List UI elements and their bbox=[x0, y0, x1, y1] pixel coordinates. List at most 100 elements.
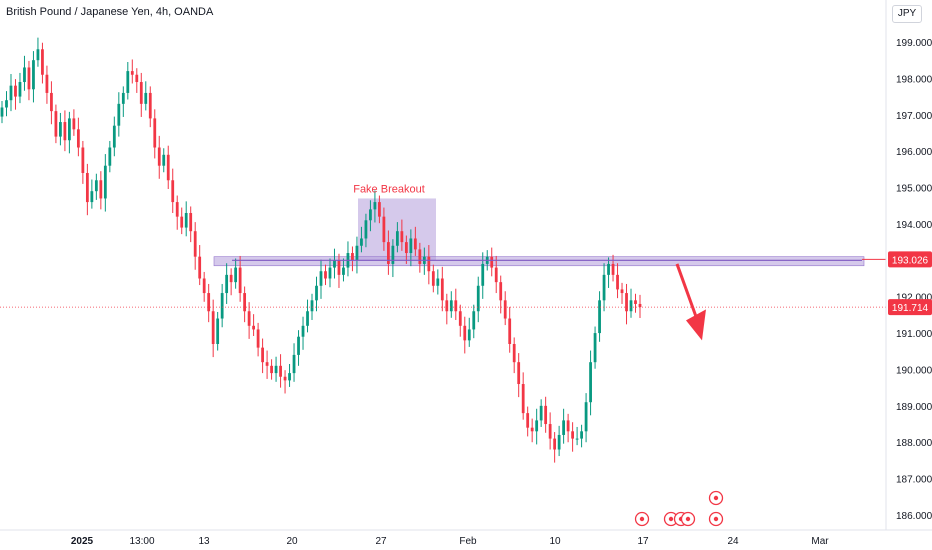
candle-body bbox=[611, 263, 615, 275]
candle-body bbox=[225, 274, 229, 294]
candle-body bbox=[472, 311, 476, 330]
y-tick-label: 190.000 bbox=[896, 365, 932, 376]
candle-body bbox=[589, 362, 592, 403]
candle-body bbox=[265, 362, 269, 366]
candle-body bbox=[198, 256, 202, 279]
candle-body bbox=[162, 154, 166, 166]
candle-body bbox=[526, 413, 530, 428]
candle-body bbox=[41, 49, 44, 75]
candle-body bbox=[59, 122, 62, 137]
candle-body bbox=[292, 354, 296, 374]
candle-body bbox=[63, 122, 67, 141]
candle-body bbox=[557, 434, 561, 450]
candle-body bbox=[571, 431, 574, 439]
candle-body bbox=[427, 256, 431, 272]
candle-body bbox=[279, 365, 282, 377]
candle-body bbox=[548, 424, 552, 439]
candle-body bbox=[117, 103, 121, 126]
candle-body bbox=[301, 325, 305, 337]
y-tick-label: 194.000 bbox=[896, 220, 932, 231]
candle-body bbox=[593, 333, 597, 363]
y-tick-label: 188.000 bbox=[896, 438, 932, 449]
candle-body bbox=[625, 293, 628, 312]
candle-body bbox=[297, 336, 300, 355]
candle-body bbox=[499, 282, 503, 301]
candle-body bbox=[85, 172, 89, 203]
candle-body bbox=[202, 278, 206, 294]
candle-body bbox=[207, 293, 211, 312]
candle-body bbox=[45, 74, 49, 93]
y-tick-label: 186.000 bbox=[896, 511, 932, 522]
x-tick-label: Mar bbox=[811, 536, 829, 547]
candle-body bbox=[274, 365, 278, 374]
candle-body bbox=[503, 300, 507, 319]
candle-body bbox=[476, 285, 480, 312]
candle-body bbox=[395, 231, 399, 246]
candle-body bbox=[629, 300, 633, 312]
candle-body bbox=[72, 118, 76, 130]
y-tick-label: 195.000 bbox=[896, 184, 932, 195]
y-tick-label: 192.000 bbox=[896, 293, 932, 304]
candle-body bbox=[130, 71, 134, 75]
fake-breakout-label: Fake Breakout bbox=[353, 183, 425, 195]
candle-body bbox=[517, 362, 521, 385]
candle-body bbox=[378, 202, 381, 217]
candle-body bbox=[575, 438, 579, 440]
candle-body bbox=[252, 325, 255, 330]
candle-body bbox=[283, 376, 287, 381]
resistance-price-label-bg bbox=[888, 251, 932, 268]
candle-body bbox=[494, 267, 498, 283]
y-tick-label: 196.000 bbox=[896, 147, 932, 158]
candle-body bbox=[171, 180, 175, 203]
event-marker-dot bbox=[713, 495, 719, 501]
candle-body bbox=[180, 216, 184, 228]
candle-body bbox=[373, 202, 377, 210]
y-axis: 199.000 198.000 197.000 196.000 195.000 194.0… bbox=[885, 0, 932, 530]
candle-body bbox=[310, 300, 314, 312]
candle-body bbox=[32, 60, 35, 90]
zones bbox=[213, 198, 865, 267]
candle-body bbox=[481, 263, 485, 286]
candle-body bbox=[337, 260, 341, 275]
candle-body bbox=[521, 384, 525, 414]
candle-body bbox=[18, 82, 22, 97]
down-arrow-head bbox=[686, 309, 706, 341]
y-tick-label: 197.000 bbox=[896, 111, 932, 122]
x-tick-label: 17 bbox=[637, 536, 649, 547]
candle-body bbox=[620, 289, 624, 294]
candle-body bbox=[112, 125, 116, 148]
event-marker-dot bbox=[668, 516, 674, 522]
candle-body bbox=[328, 267, 332, 279]
candle-body bbox=[126, 71, 130, 93]
candle-body bbox=[449, 300, 453, 312]
candle-body bbox=[139, 82, 143, 104]
candle-body bbox=[445, 300, 449, 312]
candle-body bbox=[508, 318, 512, 344]
candle-body bbox=[598, 300, 601, 334]
candle-body bbox=[157, 147, 161, 166]
candle-body bbox=[418, 249, 422, 264]
candle-body bbox=[68, 118, 71, 141]
candle-body bbox=[108, 147, 112, 166]
candle-body bbox=[413, 238, 417, 250]
overlays: Fake Breakout bbox=[0, 183, 886, 341]
currency-button[interactable]: JPY bbox=[892, 5, 922, 23]
candle-body bbox=[121, 92, 125, 104]
event-markers bbox=[634, 490, 724, 527]
candle-body bbox=[166, 154, 170, 181]
candle-body bbox=[539, 405, 543, 421]
candle-body bbox=[90, 191, 94, 203]
x-tick-label: 2025 bbox=[71, 536, 94, 547]
candle-body bbox=[193, 231, 197, 257]
candle-body bbox=[14, 85, 17, 97]
candle-body bbox=[27, 67, 31, 90]
event-marker-dot bbox=[685, 516, 691, 522]
candle-body bbox=[400, 231, 404, 243]
candle-body bbox=[81, 147, 85, 173]
candle-body bbox=[216, 318, 220, 344]
candle-body bbox=[189, 213, 193, 232]
down-arrow-shaft bbox=[675, 263, 700, 323]
candle-body bbox=[238, 267, 242, 294]
candle-body bbox=[306, 311, 309, 326]
